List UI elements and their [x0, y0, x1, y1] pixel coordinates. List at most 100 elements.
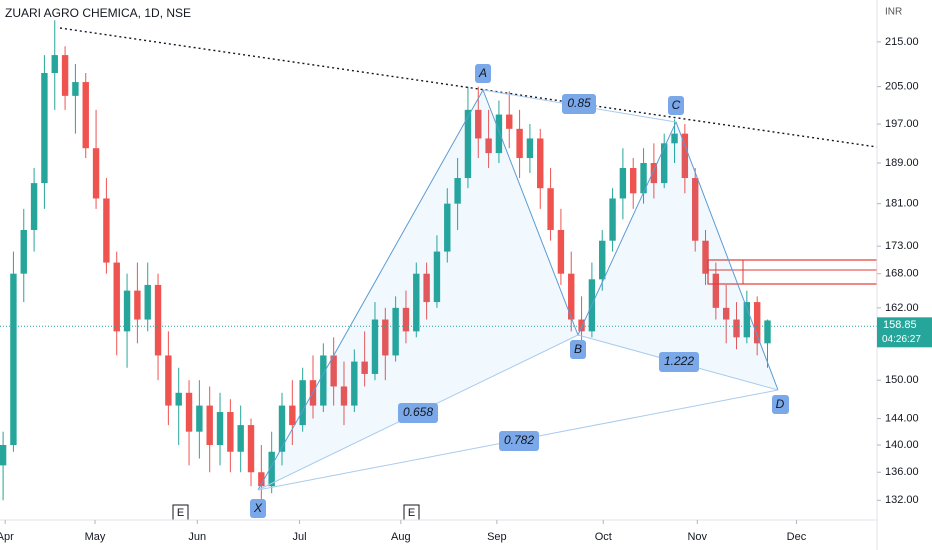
candle-body [92, 148, 100, 199]
pattern-fill [578, 122, 778, 390]
candle-body [134, 290, 141, 320]
ratio-box [499, 431, 539, 451]
candle-body [175, 392, 182, 406]
x-tick-label: Oct [595, 531, 612, 543]
candle-body [464, 109, 472, 179]
candle-body [506, 114, 513, 129]
candle-body [712, 273, 720, 308]
candle-body [578, 319, 585, 332]
candle-body [268, 451, 275, 487]
candle-body [0, 445, 7, 466]
candle-body [278, 405, 286, 452]
last-price-box [877, 317, 932, 348]
candle-body [144, 284, 151, 320]
candle-body [423, 273, 430, 303]
y-tick-label: 140.00 [885, 439, 919, 451]
candle-body [299, 380, 306, 426]
candle-body [51, 55, 58, 73]
y-tick-label: 173.00 [885, 240, 919, 252]
candle-body [640, 163, 647, 194]
candle-body [82, 82, 89, 149]
candle-body [630, 167, 637, 194]
x-tick-label: May [85, 531, 106, 543]
point-label: D [776, 397, 785, 411]
candle-body [382, 319, 389, 356]
candle-body [753, 302, 761, 344]
candle-body [475, 109, 482, 139]
ratio-label: 0.782 [504, 433, 534, 447]
candle-body [41, 72, 48, 184]
candle-body [537, 138, 544, 189]
y-tick-label: 197.00 [885, 118, 919, 130]
candle-body [371, 319, 379, 374]
plot-area [0, 20, 877, 501]
candle-body [454, 178, 461, 204]
candle-body [547, 188, 554, 230]
candle-body [258, 472, 265, 487]
candle-body [165, 355, 172, 406]
y-tick-label: 132.00 [885, 494, 919, 506]
candle-body [691, 178, 699, 241]
candle-body [650, 163, 658, 184]
x-tick-label: Sep [487, 531, 507, 543]
candle-body [351, 361, 358, 406]
price-axis [877, 0, 932, 550]
candle-body [216, 412, 224, 446]
candle-body [526, 138, 534, 159]
candle-body [206, 405, 213, 446]
y-tick-label: 150.00 [885, 374, 919, 386]
candle-body [320, 355, 327, 406]
point-label: X [253, 501, 263, 515]
point-label: C [672, 98, 681, 112]
candle-body [485, 138, 492, 154]
x-tick-label: Apr [0, 531, 14, 543]
candle-body [289, 405, 296, 426]
candle-body [495, 114, 503, 154]
countdown-label: 04:26:27 [882, 334, 921, 345]
last-price-label: 158.85 [883, 319, 917, 331]
candle-body [402, 307, 410, 332]
ratio-label: 1.222 [664, 354, 694, 368]
chart-title: ZUARI AGRO CHEMICA, 1D, NSE [5, 6, 191, 20]
candle-body [764, 320, 771, 344]
candle-body [330, 355, 337, 387]
y-tick-label: 144.00 [885, 412, 919, 424]
point-box [570, 340, 586, 359]
candle-body [113, 262, 120, 332]
event-label: E [177, 507, 184, 519]
candle-body [20, 229, 27, 274]
candle-body [154, 284, 162, 356]
point-label: A [478, 66, 487, 80]
y-tick-label: 168.00 [885, 268, 919, 280]
x-tick-label: Aug [391, 531, 411, 543]
candle-body [30, 183, 38, 230]
candle-body [185, 392, 193, 432]
candle-body [413, 273, 420, 332]
candle-body [733, 319, 740, 338]
point-box [772, 395, 789, 414]
harmonic-pattern: X A B C D 0.85 0.658 0.782 1.222 [250, 64, 789, 518]
candle-body [743, 302, 751, 338]
y-tick-label: 136.00 [885, 466, 919, 478]
point-label: B [574, 342, 582, 356]
point-box [668, 96, 684, 115]
candle-body [103, 198, 110, 263]
x-tick-label: Jun [188, 531, 206, 543]
candle-body [237, 425, 244, 452]
candle-body [392, 307, 399, 356]
candle-body [661, 143, 668, 184]
x-tick-label: Jul [293, 531, 307, 543]
candle-body [702, 240, 709, 274]
candle-body [619, 167, 627, 199]
candle-body [433, 251, 441, 303]
candle-body [10, 273, 17, 446]
ratio-label: 0.85 [567, 96, 591, 110]
pattern-fill [258, 90, 578, 490]
ratio-box [562, 94, 596, 114]
candle-body [72, 82, 79, 96]
y-tick-label: 215.00 [885, 36, 919, 48]
point-box [250, 499, 266, 518]
